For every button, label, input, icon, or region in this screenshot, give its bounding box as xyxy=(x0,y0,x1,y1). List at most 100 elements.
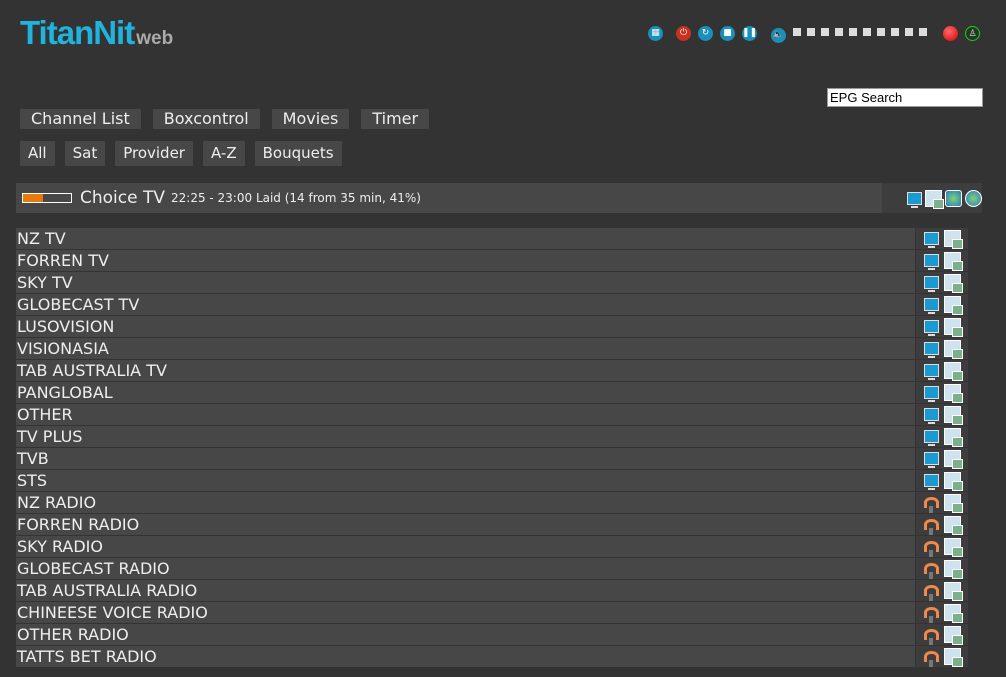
volume-step[interactable] xyxy=(863,28,871,36)
channel-list-icon[interactable] xyxy=(943,362,963,381)
bouquet-row: NZ RADIO xyxy=(16,492,968,513)
bouquet-actions xyxy=(916,514,968,535)
tv-icon[interactable] xyxy=(923,232,939,248)
tv-icon[interactable] xyxy=(923,254,939,270)
web-stream-icon[interactable] xyxy=(965,189,982,207)
channel-list-icon[interactable] xyxy=(943,318,963,337)
channel-list-icon[interactable] xyxy=(943,384,963,403)
bouquet-name[interactable]: TATTS BET RADIO xyxy=(16,646,915,667)
channel-list-icon[interactable] xyxy=(943,450,963,469)
filter-button[interactable]: Sat xyxy=(64,141,106,166)
bouquet-actions xyxy=(916,250,968,271)
pause-icon[interactable]: ❚❚ xyxy=(742,26,757,41)
radio-icon[interactable] xyxy=(923,629,939,645)
bouquet-name[interactable]: SKY RADIO xyxy=(16,536,915,557)
tv-icon[interactable] xyxy=(923,342,939,358)
bouquet-name[interactable]: STS xyxy=(16,470,915,491)
nav-button[interactable]: Boxcontrol xyxy=(152,109,260,129)
tv-stream-icon[interactable] xyxy=(907,191,922,208)
radio-icon[interactable] xyxy=(923,585,939,601)
filter-button[interactable]: A-Z xyxy=(202,141,245,166)
bouquet-name[interactable]: CHINEESE VOICE RADIO xyxy=(16,602,915,623)
tv-icon[interactable] xyxy=(923,320,939,336)
volume-step[interactable] xyxy=(849,28,857,36)
channel-list-icon[interactable] xyxy=(943,582,963,601)
power-icon[interactable]: ⏻ xyxy=(676,26,691,41)
channel-list-icon[interactable] xyxy=(943,538,963,557)
bouquet-name[interactable]: SKY TV xyxy=(16,272,915,293)
tv-icon[interactable] xyxy=(923,408,939,424)
bouquet-name[interactable]: FORREN RADIO xyxy=(16,514,915,535)
channel-list-icon[interactable] xyxy=(925,189,944,209)
nav-button[interactable]: Timer xyxy=(361,109,430,129)
tv-icon[interactable] xyxy=(923,298,939,314)
bouquet-name[interactable]: NZ RADIO xyxy=(16,492,915,513)
restart-icon[interactable]: ↻ xyxy=(698,26,713,41)
volume-step[interactable] xyxy=(919,28,927,36)
channel-list-icon[interactable] xyxy=(943,648,963,667)
radio-icon[interactable] xyxy=(923,519,939,535)
radio-icon[interactable] xyxy=(923,563,939,579)
filter-button[interactable]: Provider xyxy=(115,141,193,166)
radio-icon[interactable] xyxy=(923,497,939,513)
bouquet-actions xyxy=(916,316,968,337)
epg-search-input[interactable] xyxy=(827,88,983,107)
channel-list-icon[interactable] xyxy=(943,296,963,315)
bouquet-row: FORREN TV xyxy=(16,250,968,271)
bouquet-name[interactable]: TV PLUS xyxy=(16,426,915,447)
bouquet-name[interactable]: GLOBECAST RADIO xyxy=(16,558,915,579)
remote-icon[interactable]: ▦ xyxy=(648,26,663,41)
channel-list-icon[interactable] xyxy=(943,472,963,491)
stop-icon[interactable]: ■ xyxy=(720,26,735,41)
volume-step[interactable] xyxy=(835,28,843,36)
volume-step[interactable] xyxy=(905,28,913,36)
volume-step[interactable] xyxy=(891,28,899,36)
channel-list-icon[interactable] xyxy=(943,494,963,513)
bouquet-name[interactable]: FORREN TV xyxy=(16,250,915,271)
channel-list-icon[interactable] xyxy=(943,428,963,447)
channel-list-icon[interactable] xyxy=(943,252,963,271)
bouquet-name[interactable]: OTHER RADIO xyxy=(16,624,915,645)
radio-icon[interactable] xyxy=(923,541,939,557)
channel-list-icon[interactable] xyxy=(943,340,963,359)
channel-list-icon[interactable] xyxy=(943,516,963,535)
volume-step[interactable] xyxy=(793,28,801,36)
current-channel[interactable]: Choice TV xyxy=(80,188,165,208)
nav-button[interactable]: Channel List xyxy=(20,109,141,129)
bouquet-row: VISIONASIA xyxy=(16,338,968,359)
tv-icon[interactable] xyxy=(923,452,939,468)
signal-icon[interactable]: ♙ xyxy=(965,26,980,41)
bouquet-name[interactable]: NZ TV xyxy=(16,228,915,249)
volume-step[interactable] xyxy=(877,28,885,36)
channel-list-icon[interactable] xyxy=(943,560,963,579)
channel-list-icon[interactable] xyxy=(943,604,963,623)
program-progress xyxy=(22,193,72,203)
radio-icon[interactable] xyxy=(923,607,939,623)
channel-list-icon[interactable] xyxy=(943,406,963,425)
channel-list-icon[interactable] xyxy=(943,274,963,293)
bouquet-name[interactable]: VISIONASIA xyxy=(16,338,915,359)
filter-button[interactable]: All xyxy=(20,141,55,166)
bouquet-name[interactable]: TVB xyxy=(16,448,915,469)
volume-icon[interactable]: 🔈 xyxy=(771,28,786,43)
epg-icon[interactable] xyxy=(945,189,962,207)
filter-button[interactable]: Bouquets xyxy=(254,141,342,166)
volume-step[interactable] xyxy=(821,28,829,36)
bouquet-name[interactable]: PANGLOBAL xyxy=(16,382,915,403)
bouquet-name[interactable]: GLOBECAST TV xyxy=(16,294,915,315)
nav-button[interactable]: Movies xyxy=(271,109,350,129)
bouquet-name[interactable]: TAB AUSTRALIA TV xyxy=(16,360,915,381)
volume-step[interactable] xyxy=(807,28,815,36)
channel-list-icon[interactable] xyxy=(943,230,963,249)
radio-icon[interactable] xyxy=(923,651,939,667)
tv-icon[interactable] xyxy=(923,276,939,292)
bouquet-name[interactable]: TAB AUSTRALIA RADIO xyxy=(16,580,915,601)
record-icon[interactable] xyxy=(943,26,958,41)
tv-icon[interactable] xyxy=(923,386,939,402)
bouquet-name[interactable]: OTHER xyxy=(16,404,915,425)
bouquet-name[interactable]: LUSOVISION xyxy=(16,316,915,337)
tv-icon[interactable] xyxy=(923,474,939,490)
tv-icon[interactable] xyxy=(923,430,939,446)
tv-icon[interactable] xyxy=(923,364,939,380)
channel-list-icon[interactable] xyxy=(943,626,963,645)
